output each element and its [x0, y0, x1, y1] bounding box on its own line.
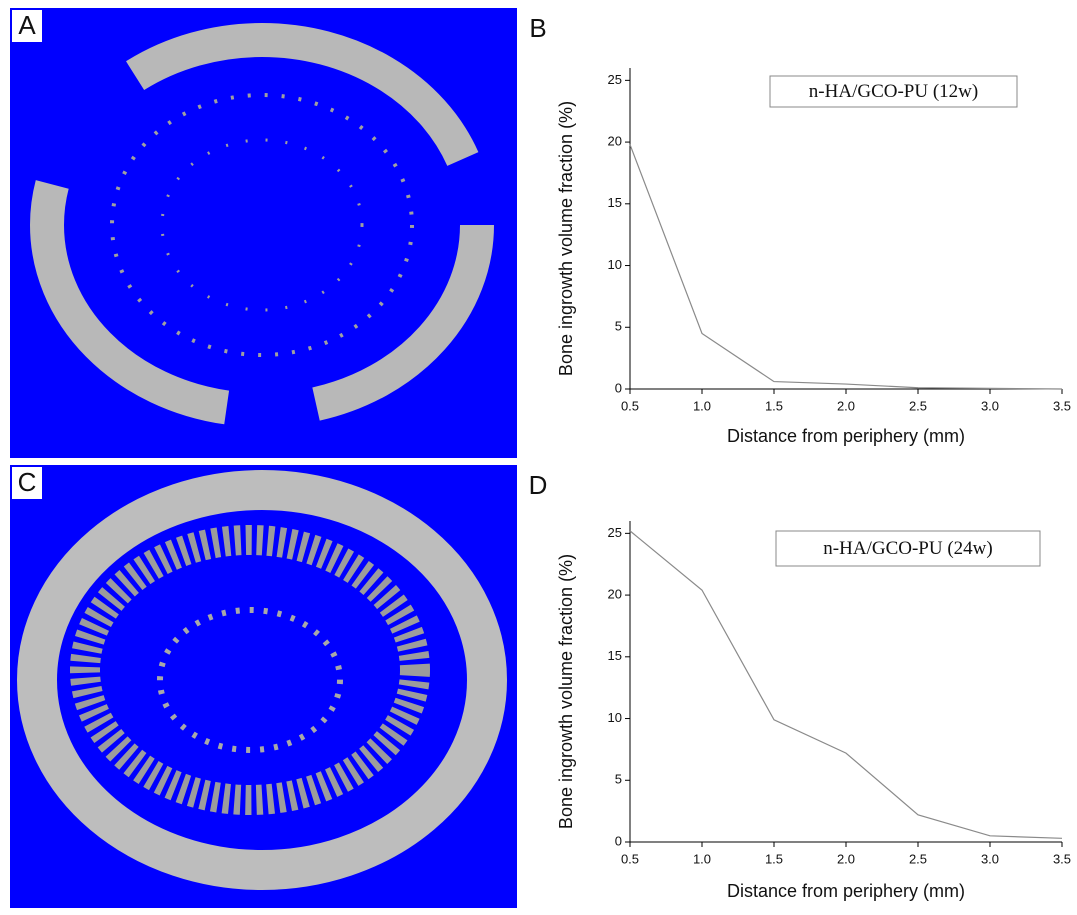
- data-line: [629, 530, 1063, 839]
- chart: B 0 5 10 15 20 25 0.5 1.0 1.5 2.0 2.5 3.0 3.5 Distance…: [529, 13, 1071, 446]
- data-line: [629, 144, 1063, 390]
- panel-label: C: [18, 467, 37, 497]
- legend-label: n-HA/GCO-PU (24w): [823, 538, 992, 559]
- x-tick-label: 3.0: [981, 398, 999, 413]
- x-tick-label: 1.5: [765, 398, 783, 413]
- x-axis-label: Distance from periphery (mm): [727, 881, 965, 901]
- x-tick-label: 1.5: [765, 851, 783, 866]
- x-tick-label: 2.5: [909, 851, 927, 866]
- y-tick-label: 20: [608, 134, 622, 149]
- micro-ct-image: C: [10, 465, 517, 908]
- y-tick-label: 20: [608, 587, 622, 602]
- x-tick-label: 1.0: [693, 398, 711, 413]
- y-axis-label: Bone ingrowth volume fraction (%): [556, 101, 576, 376]
- y-tick-label: 5: [615, 772, 622, 787]
- y-tick-label: 25: [608, 72, 622, 87]
- x-tick-label: 0.5: [621, 398, 639, 413]
- y-axis-label: Bone ingrowth volume fraction (%): [556, 554, 576, 829]
- y-tick-label: 10: [608, 257, 622, 272]
- x-axis-label: Distance from periphery (mm): [727, 426, 965, 446]
- micro-ct-image: A: [10, 8, 517, 458]
- legend-label: n-HA/GCO-PU (12w): [809, 81, 978, 102]
- panel-label: D: [529, 470, 548, 500]
- y-tick-label: 0: [615, 380, 622, 395]
- y-tick-label: 0: [615, 833, 622, 848]
- y-tick-label: 10: [608, 710, 622, 725]
- x-tick-label: 2.0: [837, 851, 855, 866]
- x-tick-label: 3.0: [981, 851, 999, 866]
- y-tick-label: 15: [608, 648, 622, 663]
- x-tick-label: 1.0: [693, 851, 711, 866]
- x-tick-label: 3.5: [1053, 398, 1071, 413]
- legend-box: [769, 75, 1018, 108]
- panel-label: B: [529, 13, 546, 43]
- y-tick-label: 25: [608, 525, 622, 540]
- x-tick-label: 3.5: [1053, 851, 1071, 866]
- y-tick-label: 5: [615, 319, 622, 334]
- legend-box: [775, 530, 1041, 567]
- chart: D 0 5 10 15 20 25 0.5 1.0 1.5 2.0 2.5 3.0 3.5 Distance…: [529, 470, 1071, 901]
- x-tick-label: 2.5: [909, 398, 927, 413]
- x-tick-label: 2.0: [837, 398, 855, 413]
- x-tick-label: 0.5: [621, 851, 639, 866]
- y-tick-label: 15: [608, 195, 622, 210]
- panel-label: A: [18, 10, 36, 40]
